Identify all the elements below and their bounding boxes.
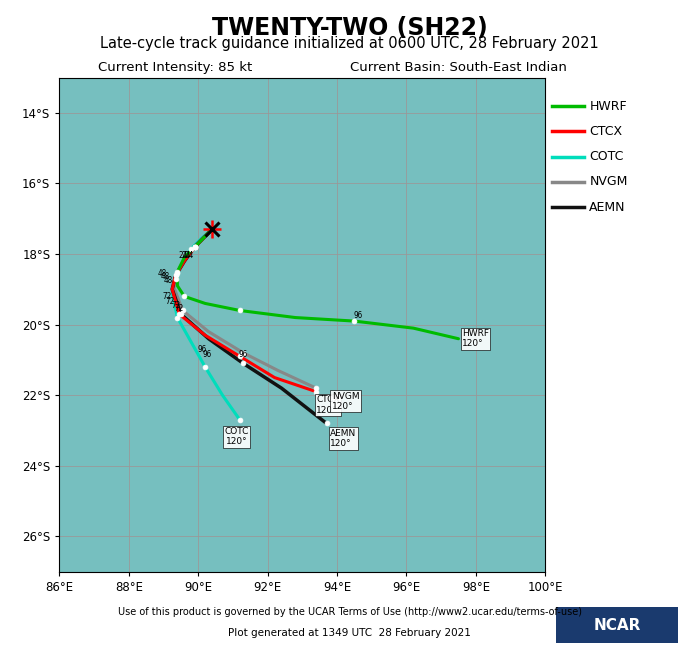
Text: 48: 48 <box>157 269 166 278</box>
Text: 24: 24 <box>182 251 191 260</box>
Text: 72: 72 <box>175 304 184 313</box>
Text: NVGM: NVGM <box>589 175 628 189</box>
Text: COTC
120°: COTC 120° <box>224 427 249 446</box>
Text: NCAR: NCAR <box>593 618 640 632</box>
Text: Current Basin: South-East Indian: Current Basin: South-East Indian <box>350 61 566 74</box>
FancyBboxPatch shape <box>556 607 678 643</box>
Text: TWENTY-TWO (SH22): TWENTY-TWO (SH22) <box>212 16 487 40</box>
Text: CTCX
120°: CTCX 120° <box>316 395 340 415</box>
Text: 72: 72 <box>162 292 172 301</box>
Text: 48: 48 <box>161 273 170 282</box>
Text: HWRF
120°: HWRF 120° <box>462 329 489 348</box>
Text: 24: 24 <box>185 251 194 260</box>
Text: 96: 96 <box>353 311 363 320</box>
Text: 72: 72 <box>166 297 175 306</box>
Text: COTC: COTC <box>589 150 624 163</box>
Text: 96: 96 <box>238 350 248 359</box>
Text: Late-cycle track guidance initialized at 0600 UTC, 28 February 2021: Late-cycle track guidance initialized at… <box>100 36 599 50</box>
Text: HWRF: HWRF <box>589 99 627 113</box>
Text: AEMN: AEMN <box>589 200 626 214</box>
Text: NVGM
120°: NVGM 120° <box>332 391 359 411</box>
Text: Plot generated at 1349 UTC  28 February 2021: Plot generated at 1349 UTC 28 February 2… <box>228 628 471 638</box>
Text: Use of this product is governed by the UCAR Terms of Use (http://www2.ucar.edu/t: Use of this product is governed by the U… <box>117 607 582 617</box>
Text: 96: 96 <box>202 350 212 359</box>
Text: CTCX: CTCX <box>589 125 622 138</box>
Text: AEMN
120°: AEMN 120° <box>330 429 356 448</box>
Text: 72: 72 <box>171 300 180 309</box>
Text: Current Intensity: 85 kt: Current Intensity: 85 kt <box>98 61 252 74</box>
Text: 96: 96 <box>197 345 206 354</box>
Text: 48: 48 <box>164 276 173 285</box>
Text: 24: 24 <box>178 251 187 260</box>
